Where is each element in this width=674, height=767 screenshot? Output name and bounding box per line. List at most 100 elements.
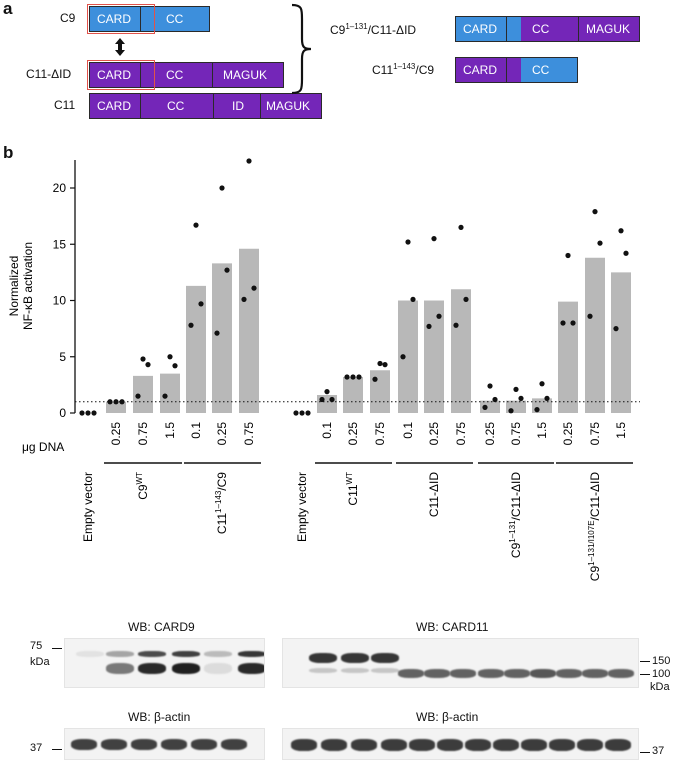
- data-point-18-2: [587, 313, 593, 319]
- data-point-7-1: [299, 410, 305, 416]
- dose-label-16: 1.5: [535, 422, 549, 439]
- c11did-cc-domain: CC: [140, 62, 213, 88]
- group-label-6: C91–131/C11-ΔID: [508, 472, 523, 558]
- card11-band-low-8: [530, 669, 556, 678]
- dose-label-17: 0.25: [561, 422, 575, 446]
- group-label-4: C11WT: [345, 472, 360, 506]
- data-point-10-1: [382, 362, 388, 368]
- wb-card11-title: WB: CARD11: [416, 620, 489, 634]
- chimera2-cc-domain: CC: [506, 57, 578, 83]
- c11-id-domain: ID: [213, 93, 261, 119]
- panel-a-letter: a: [3, 0, 13, 18]
- card11-band-low-9: [556, 669, 582, 678]
- data-point-3-1: [172, 363, 178, 369]
- bar-9: [343, 377, 363, 413]
- data-point-3-2: [162, 393, 168, 399]
- dose-label-11: 0.1: [401, 422, 415, 439]
- marker-100: 100: [652, 668, 671, 680]
- dose-label-2: 0.75: [136, 422, 150, 446]
- dose-label-18: 0.75: [588, 422, 602, 446]
- group-label-3: Empty vector: [295, 472, 309, 542]
- card11-band-high-2: [371, 653, 399, 663]
- card11-band-faint-2: [371, 668, 399, 673]
- data-point-11-0: [405, 239, 411, 245]
- data-point-10-0: [377, 360, 383, 367]
- panel-b-letter: b: [3, 143, 14, 162]
- card9-band-upper-0: [76, 651, 104, 657]
- actin-right-band-11: [605, 739, 631, 751]
- data-point-14-1: [492, 396, 498, 403]
- data-point-4-1: [198, 301, 204, 307]
- construct-label-c11: C11: [54, 98, 76, 112]
- bar-1: [106, 401, 126, 413]
- data-point-2-0: [140, 356, 146, 362]
- data-point-3-0: [167, 354, 173, 360]
- card11-band-low-5: [450, 669, 476, 678]
- data-point-14-2: [482, 404, 488, 410]
- data-point-17-2: [560, 320, 566, 326]
- data-point-18-0: [592, 209, 598, 215]
- dose-label-14: 0.25: [483, 422, 497, 446]
- y-axis-label-line1: Normalized: [7, 256, 21, 317]
- actin-right-band-0: [291, 739, 317, 751]
- data-point-19-0: [618, 228, 624, 234]
- data-point-0-2: [91, 410, 97, 416]
- y-tick-label-0: 0: [59, 406, 66, 420]
- data-point-16-2: [534, 407, 540, 413]
- data-point-12-1: [436, 313, 442, 319]
- actin-right-band-2: [351, 739, 377, 751]
- actin-right-band-9: [549, 739, 575, 751]
- bar-11: [398, 300, 418, 413]
- data-point-19-1: [623, 250, 629, 256]
- c11-cc-domain: CC: [140, 93, 214, 119]
- data-point-5-2: [214, 330, 220, 336]
- data-point-4-2: [188, 322, 194, 328]
- bar-10: [370, 370, 390, 413]
- chimera1-cc-domain: CC: [506, 16, 579, 42]
- group-label-0: Empty vector: [81, 472, 95, 542]
- dose-label-13: 0.75: [454, 422, 468, 446]
- data-point-15-0: [513, 386, 519, 392]
- actin-right-band-8: [521, 739, 547, 751]
- actin-left-band-2: [131, 739, 157, 750]
- group-label-2: C111–143/C9: [214, 472, 229, 534]
- dose-label-6: 0.75: [242, 422, 256, 446]
- bar-3: [160, 373, 180, 413]
- actin-left-band-1: [101, 739, 127, 750]
- bar-8: [317, 395, 337, 413]
- group-label-5: C11-ΔID: [427, 472, 441, 517]
- data-point-15-1: [518, 395, 524, 401]
- data-point-17-0: [565, 252, 571, 259]
- data-point-19-2: [613, 326, 619, 332]
- actin-right-band-5: [437, 739, 463, 751]
- marker-150-tick: [640, 661, 650, 662]
- data-point-18-1: [597, 240, 603, 246]
- interaction-arrow-icon: [115, 38, 125, 56]
- card11-band-low-10: [582, 669, 608, 678]
- data-point-12-2: [426, 323, 432, 329]
- bar-6: [239, 248, 259, 413]
- data-point-6-0: [246, 158, 252, 164]
- chimera1-card-domain: CARD: [455, 16, 507, 42]
- card11-band-low-3: [398, 669, 424, 678]
- blot-actin-left: [64, 728, 265, 760]
- blot-actin-right: [282, 728, 639, 760]
- card9-band-upper-1: [106, 651, 134, 657]
- wb-actin-right-title: WB: β-actin: [416, 710, 479, 724]
- dose-label-15: 0.75: [509, 422, 523, 446]
- dose-label-19: 1.5: [614, 422, 628, 439]
- chimera-label-c11-c9: C111–143/C9: [372, 62, 435, 77]
- card11-band-high-1: [341, 653, 369, 663]
- marker-37-left: 37: [30, 742, 43, 754]
- c11did-card-domain: CARD: [89, 62, 141, 88]
- card11-band-low-6: [478, 669, 504, 678]
- actin-right-band-6: [465, 739, 491, 751]
- marker-37-left-tick: [52, 749, 62, 750]
- marker-75: 75: [30, 640, 43, 652]
- blot-card9: [64, 638, 265, 688]
- dose-label-9: 0.25: [346, 422, 360, 446]
- card9-band-lower-4: [204, 663, 232, 674]
- data-point-7-2: [305, 410, 311, 416]
- data-point-4-0: [193, 222, 199, 228]
- card9-band-lower-1: [106, 663, 134, 674]
